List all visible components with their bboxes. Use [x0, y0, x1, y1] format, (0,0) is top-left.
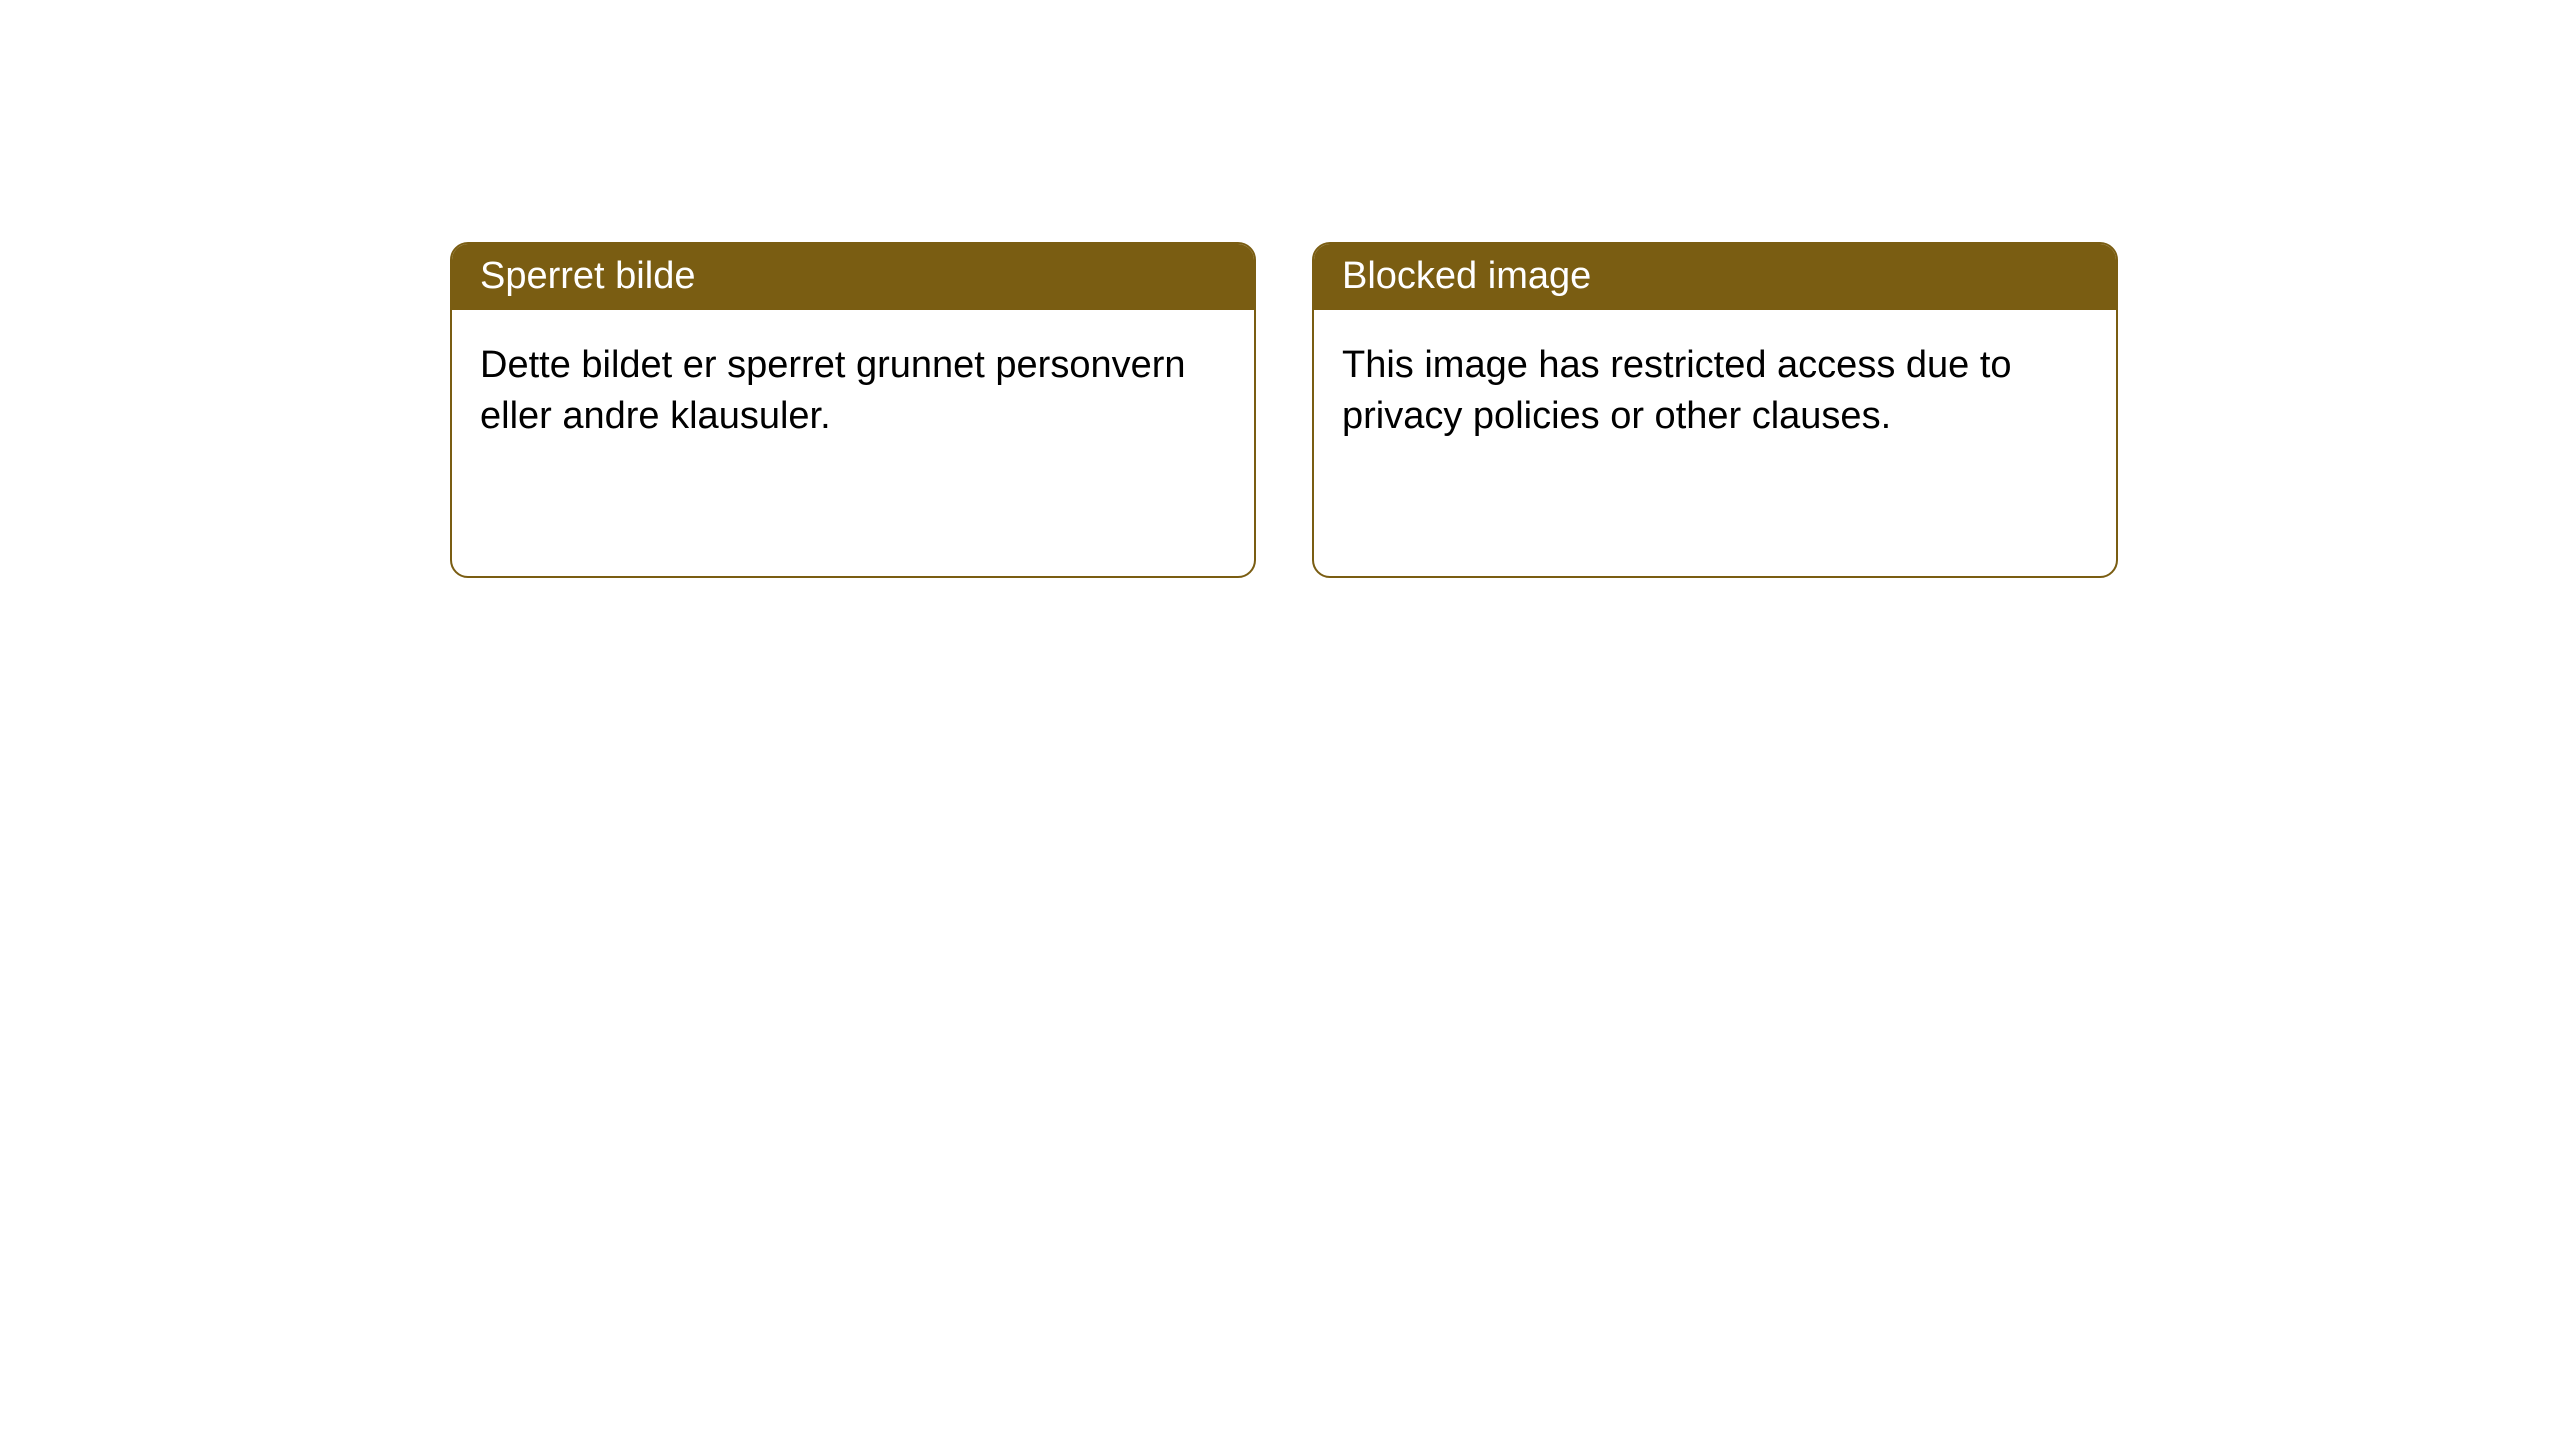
notice-card-body-norwegian: Dette bildet er sperret grunnet personve…: [452, 310, 1254, 576]
notice-card-header-english: Blocked image: [1314, 244, 2116, 310]
notice-card-norwegian: Sperret bilde Dette bildet er sperret gr…: [450, 242, 1256, 578]
notice-card-header-norwegian: Sperret bilde: [452, 244, 1254, 310]
notice-card-english: Blocked image This image has restricted …: [1312, 242, 2118, 578]
notice-card-body-english: This image has restricted access due to …: [1314, 310, 2116, 576]
notice-cards-container: Sperret bilde Dette bildet er sperret gr…: [450, 242, 2118, 578]
